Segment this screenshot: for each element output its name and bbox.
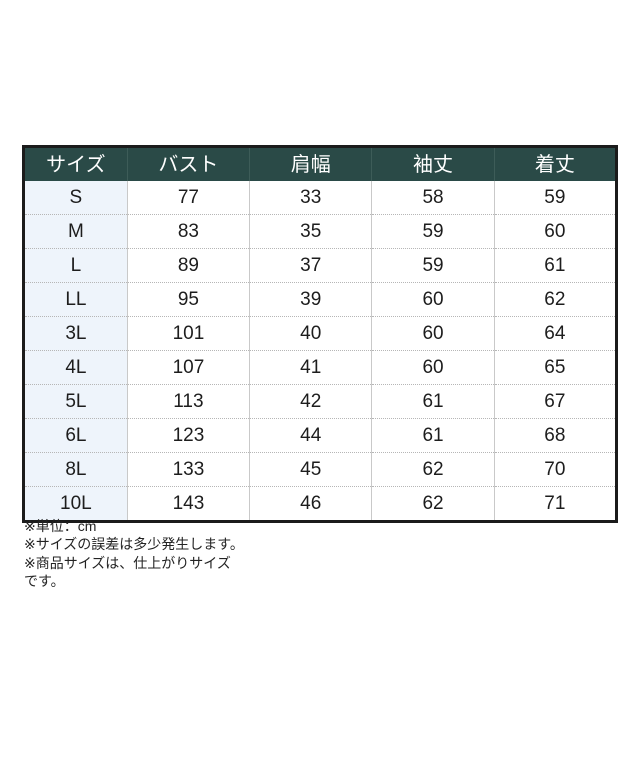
column-header-length: 着丈 — [534, 153, 575, 176]
table-header: サイズ バスト 肩幅 袖丈 着丈 — [23, 146, 617, 181]
cell-shoulder: 39 — [249, 282, 373, 317]
cell-size: M — [23, 214, 128, 249]
cell-size: 6L — [23, 418, 128, 453]
cell-size: 8L — [23, 452, 128, 487]
cell-bust: 133 — [127, 452, 251, 487]
size-chart-table: サイズ バスト 肩幅 袖丈 着丈 S 77 33 58 59 M 83 — [22, 145, 618, 523]
table-row: 5L 113 42 61 67 — [23, 384, 617, 419]
table-row: 10L 143 46 62 71 — [23, 486, 617, 522]
cell-sleeve: 62 — [371, 486, 495, 522]
table-row: 4L 107 41 60 65 — [23, 350, 617, 385]
cell-size: LL — [23, 282, 128, 317]
cell-sleeve: 60 — [371, 350, 495, 385]
cell-bust: 123 — [127, 418, 251, 453]
table-body: S 77 33 58 59 M 83 35 59 60 L 89 37 — [23, 181, 617, 522]
cell-sleeve: 61 — [371, 384, 495, 419]
column-header-shoulder: 肩幅 — [249, 146, 373, 181]
cell-length: 67 — [494, 384, 617, 419]
size-chart-notes: ※単位：cm ※サイズの誤差は多少発生します。 ※商品サイズは、仕上がりサイズ … — [24, 517, 344, 591]
note-unit: ※単位：cm — [24, 518, 97, 534]
table-row: S 77 33 58 59 — [23, 181, 617, 215]
column-header-bust: バスト — [127, 146, 251, 181]
cell-length: 70 — [494, 452, 617, 487]
cell-size: 3L — [23, 316, 128, 351]
cell-length: 62 — [494, 282, 617, 317]
cell-bust: 77 — [127, 181, 251, 215]
cell-bust: 107 — [127, 350, 251, 385]
table-row: M 83 35 59 60 — [23, 214, 617, 249]
cell-shoulder: 37 — [249, 248, 373, 283]
cell-length: 71 — [494, 486, 617, 522]
cell-sleeve: 62 — [371, 452, 495, 487]
cell-shoulder: 40 — [249, 316, 373, 351]
column-header-size: サイズ — [23, 146, 128, 181]
cell-length: 64 — [494, 316, 617, 351]
cell-size: 5L — [23, 384, 128, 419]
table-row: 8L 133 45 62 70 — [23, 452, 617, 487]
cell-length: 68 — [494, 418, 617, 453]
table-row: 6L 123 44 61 68 — [23, 418, 617, 453]
cell-size: S — [23, 181, 128, 215]
cell-length: 61 — [494, 248, 617, 283]
cell-sleeve: 59 — [371, 248, 495, 283]
column-header-sleeve: 袖丈 — [371, 146, 495, 181]
cell-length: 59 — [494, 181, 617, 215]
table-row: LL 95 39 60 62 — [23, 282, 617, 317]
note-finished-size: ※商品サイズは、仕上がりサイズ です。 — [24, 554, 231, 590]
cell-bust: 89 — [127, 248, 251, 283]
table-header-row: サイズ バスト 肩幅 袖丈 着丈 — [23, 146, 617, 181]
cell-length: 65 — [494, 350, 617, 385]
cell-length: 60 — [494, 214, 617, 249]
size-chart-container: サイズ バスト 肩幅 袖丈 着丈 S 77 33 58 59 M 83 — [22, 145, 618, 523]
cell-bust: 83 — [127, 214, 251, 249]
cell-shoulder: 42 — [249, 384, 373, 419]
cell-bust: 113 — [127, 384, 251, 419]
cell-sleeve: 58 — [371, 181, 495, 215]
cell-bust: 101 — [127, 316, 251, 351]
cell-shoulder: 41 — [249, 350, 373, 385]
table-row: 3L 101 40 60 64 — [23, 316, 617, 351]
cell-sleeve: 60 — [371, 282, 495, 317]
cell-size: L — [23, 248, 128, 283]
cell-sleeve: 59 — [371, 214, 495, 249]
cell-shoulder: 44 — [249, 418, 373, 453]
note-tolerance: ※サイズの誤差は多少発生します。 — [24, 536, 244, 553]
cell-shoulder: 35 — [249, 214, 373, 249]
cell-sleeve: 61 — [371, 418, 495, 453]
cell-bust: 143 — [127, 486, 251, 522]
table-row: L 89 37 59 61 — [23, 248, 617, 283]
cell-shoulder: 45 — [249, 452, 373, 487]
cell-shoulder: 33 — [249, 181, 373, 215]
cell-size: 4L — [23, 350, 128, 385]
cell-bust: 95 — [127, 282, 251, 317]
cell-sleeve: 60 — [371, 316, 495, 351]
cell-size: 10L — [23, 486, 128, 522]
cell-shoulder: 46 — [249, 486, 373, 522]
